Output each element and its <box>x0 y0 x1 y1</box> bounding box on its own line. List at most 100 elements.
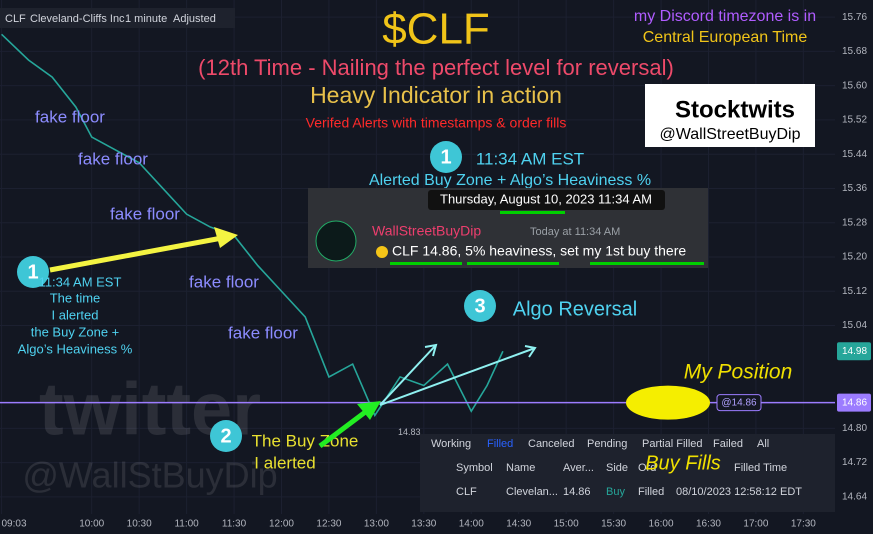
header-bar <box>0 8 235 28</box>
cell: Filled <box>638 486 664 498</box>
y-tick-label: 15.52 <box>842 115 867 126</box>
position-tag <box>716 394 762 412</box>
column-header: Filled Time <box>734 462 787 474</box>
price-line <box>1 33 504 418</box>
fake-floor: fake floor <box>78 149 148 168</box>
bulb <box>376 246 388 258</box>
low-label: 14.83 <box>398 427 421 437</box>
column-header: Side <box>606 462 628 474</box>
step-number: 3 <box>474 295 485 317</box>
price-tag-label: 14.86 <box>842 397 867 408</box>
stocktwits-box <box>645 84 815 147</box>
orders-panel <box>420 434 835 512</box>
step-badge <box>430 141 462 173</box>
y-tick-label: 15.36 <box>842 183 867 194</box>
fake-floor: fake floor <box>228 323 298 342</box>
underline <box>390 262 462 265</box>
x-tick-label: 12:30 <box>316 519 341 530</box>
step-line: the Buy Zone + <box>31 324 120 339</box>
step-badge <box>17 256 49 288</box>
y-tick-label: 15.20 <box>842 252 867 263</box>
step-number: 1 <box>27 261 38 283</box>
step-line: I alerted <box>52 307 99 322</box>
x-tick-label: 12:00 <box>269 519 294 530</box>
step-text: Alerted Buy Zone + Algo’s Heaviness % <box>369 172 651 189</box>
avatar <box>315 220 357 262</box>
arrowhead <box>214 227 238 248</box>
x-tick-label: 16:00 <box>649 519 674 530</box>
arrow <box>49 235 223 273</box>
x-tick-label: 17:30 <box>791 519 816 530</box>
x-tick-label: 11:30 <box>222 519 247 530</box>
arrowhead <box>357 401 381 420</box>
fake-floor: fake floor <box>110 204 180 223</box>
title: $CLF <box>382 5 490 54</box>
x-tick-label: 17:00 <box>743 519 768 530</box>
cell: Buy <box>606 486 625 498</box>
step-text: Algo Reversal <box>513 298 638 320</box>
underline <box>467 262 559 265</box>
step-badge <box>464 290 496 322</box>
x-tick-label: 11:00 <box>174 519 199 530</box>
y-tick-label: 15.68 <box>842 46 867 57</box>
underline <box>500 211 565 214</box>
step-time: 11:34 AM EST <box>476 149 584 168</box>
timezone-2: Central European Time <box>643 29 808 46</box>
x-tick-label: 14:00 <box>459 519 484 530</box>
x-tick-label: 16:30 <box>696 519 721 530</box>
tabs: Working Filled Canceled Pending Partial Fill… <box>431 438 769 450</box>
fake-floor: fake floor <box>189 272 259 291</box>
my-position: My Position <box>684 361 793 384</box>
price-tag <box>837 393 871 412</box>
cell: CLF <box>456 486 477 498</box>
columns: Symbol Name Aver... Side Ord Filled Time <box>456 462 787 474</box>
y-tick-label: 15.12 <box>842 286 867 297</box>
subtitle: (12th Time - Nailing the perfect level f… <box>198 55 674 80</box>
column-header: Name <box>506 462 535 474</box>
step-line: I alerted <box>254 453 315 472</box>
last-price-tag <box>837 342 871 361</box>
x-tick-label: 13:00 <box>364 519 389 530</box>
y-tick-label: 15.76 <box>842 12 867 23</box>
underline <box>590 262 704 265</box>
tab: Filled <box>487 438 513 450</box>
y-tick-label: 15.28 <box>842 217 867 228</box>
step-line: The Buy Zone <box>252 431 359 450</box>
axes: 15.76 15.68 15.60 15.52 15.44 15.36 15.28 15.20… <box>1 12 871 530</box>
step-number: 2 <box>220 425 231 447</box>
step-badge <box>210 420 242 452</box>
x-tick-label: 15:30 <box>601 519 626 530</box>
step-line: 11:34 AM EST <box>39 274 122 289</box>
position-highlight <box>626 385 710 420</box>
tab: Failed <box>713 438 743 450</box>
cell: Clevelan... <box>506 486 558 498</box>
y-tick-label: 14.64 <box>842 492 867 503</box>
position-tag-label: @14.86 <box>721 397 757 408</box>
adjusted: Adjusted <box>173 13 216 25</box>
reversal-arrows <box>379 343 537 406</box>
buy-fills: Buy Fills <box>645 452 721 474</box>
arrow <box>318 408 370 448</box>
subtitle-3: Verifed Alerts with timestamps & order f… <box>306 115 567 131</box>
stocktwits-logo: Stocktwits <box>675 96 795 123</box>
x-tick-label: 15:00 <box>554 519 579 530</box>
step-number: 1 <box>440 146 451 168</box>
discord-message: CLF 14.86, 5% heaviness, set my 1st buy … <box>392 243 686 259</box>
discord-time: Today at 11:34 AM <box>530 226 620 238</box>
y-tick-label: 15.60 <box>842 80 867 91</box>
symbol: CLF <box>5 13 26 25</box>
y-tick-label: 15.04 <box>842 320 867 331</box>
timezone-1: my Discord timezone is in <box>634 8 816 25</box>
subtitle-2: Heavy Indicator in action <box>310 82 562 108</box>
cell: 14.86 <box>563 486 591 498</box>
plot: 14.83 @14.86 <box>0 33 835 437</box>
step-line: The time <box>50 290 101 305</box>
y-tick-label: 14.72 <box>842 457 867 468</box>
discord-user: WallStreetBuyDip <box>372 223 481 239</box>
tab: All <box>757 438 769 450</box>
fake-floor: fake floor <box>35 107 105 126</box>
column-header: Aver... <box>563 462 594 474</box>
tab: Working <box>431 438 471 450</box>
step-line: Algo’s Heaviness % <box>18 341 133 356</box>
